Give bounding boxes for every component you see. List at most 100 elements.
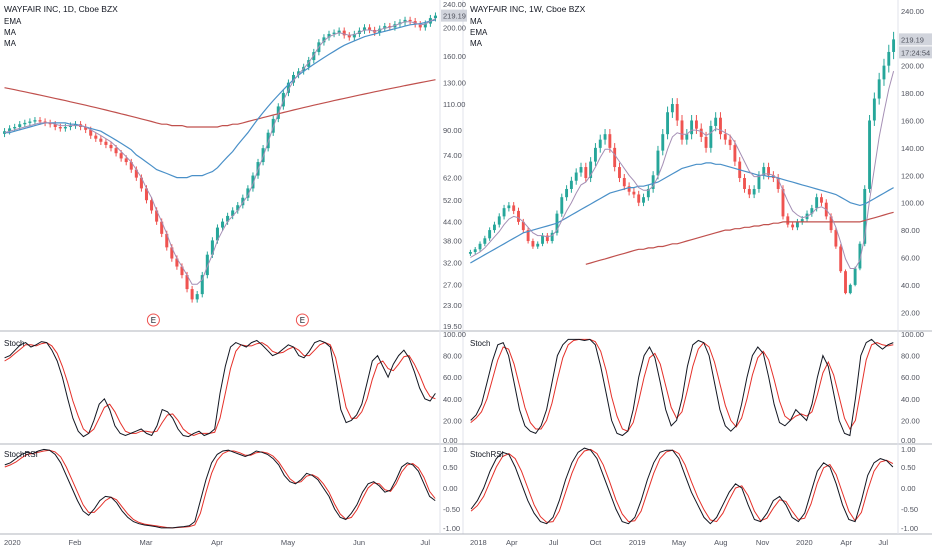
candle-body [656,150,660,176]
stoch-d-line [470,338,894,432]
candle-body [502,208,506,217]
candle-body [637,194,641,203]
candle-body [383,26,387,29]
candle-body [685,134,689,140]
time-tick-label: Feb [69,538,82,547]
time-tick-label: Oct [590,538,603,547]
candle-body [18,124,22,127]
stoch-tick-label: 40.00 [901,395,920,404]
candle-body [134,169,138,178]
candle-body [829,216,833,231]
candle-body [297,71,301,75]
time-tick-label: 2020 [4,538,21,547]
stoch-tick-label: 60.00 [443,373,462,382]
price-tick-label: 100.00 [901,199,924,208]
candle-body [810,208,814,214]
time-tick-label: Apr [840,538,852,547]
candle-body [109,144,113,149]
candle-body [781,188,785,217]
candle-body [231,210,235,216]
price-tick-label: 62.00 [443,174,462,183]
ema-line [470,70,895,269]
candle-body [651,175,655,189]
candle-body [8,128,12,132]
candle-body [215,227,219,241]
candle-body [757,175,761,189]
candle-body [613,147,617,168]
candle-body [646,188,650,198]
candle-body [286,82,290,93]
time-tick-label: Jun [353,538,365,547]
price-tick-label: 240.00 [443,0,466,9]
time-tick-label: May [281,538,295,547]
candle-body [872,98,876,121]
candle-body [786,216,790,225]
candle-body [569,180,573,189]
candle-body [723,134,727,140]
candle-body [767,167,771,176]
candle-body [661,134,665,151]
time-tick-label: 2019 [629,538,646,547]
price-tick-label: 74.00 [443,151,462,160]
candle-body [119,153,123,159]
candle-body [144,188,149,201]
price-tick-label: 200.00 [443,23,466,32]
candle-body [536,243,540,247]
candle-body [63,126,67,129]
candle-body [170,247,174,259]
candle-body [541,235,544,244]
candle-body [195,294,199,300]
candle-body [378,28,382,33]
earnings-marker-label: E [151,316,156,325]
time-tick-label: May [672,538,686,547]
candle-body [877,79,881,99]
candle-body [261,148,265,163]
stochrsi-tick-label: 0.50 [443,463,458,472]
candle-body [388,26,392,28]
candle-body [579,167,583,173]
candle-body [190,289,194,300]
candle-body [565,188,569,198]
candle-body [589,161,593,179]
stochrsi-tick-label: 0.00 [443,484,458,493]
time-tick-label: Aug [714,538,727,547]
stochrsi-tick-label: -0.50 [901,505,918,514]
stoch-tick-label: 0.00 [443,436,458,445]
candle-body [526,230,530,242]
candle-body [73,124,78,126]
candle-body [747,188,751,195]
price-tick-label: 200.00 [901,62,924,71]
candle-body [423,23,427,28]
candle-body [104,141,108,145]
time-tick-label: 2018 [470,538,487,547]
time-tick-label: Mar [140,538,153,547]
legend-entry: EMA [470,28,488,37]
candle-body [752,188,756,195]
candle-body [690,120,694,135]
candle-body [337,30,341,33]
candle-body [618,167,621,179]
last-price-label: 219.19 [443,12,466,21]
candle-body [236,205,240,211]
candle-body [473,249,477,253]
stochrsi-d-line [4,449,436,529]
price-tick-label: 38.00 [443,236,462,245]
stoch-k-line [470,338,894,437]
candle-body [488,230,492,239]
price-tick-label: 160.00 [443,52,466,61]
stoch-k-line [4,339,436,438]
candle-body [342,30,346,36]
candle-body [114,148,118,154]
stochrsi-label: StochRSI [4,450,38,459]
stoch-d-line [4,342,436,437]
candle-body [210,240,214,255]
candle-body [368,27,372,30]
candle-body [33,120,37,122]
candle-body [165,233,169,248]
candle-body [844,271,847,294]
candle-body [332,32,336,34]
candle-body [550,232,554,242]
last-price-label: 219.19 [901,35,924,44]
candle-body [733,145,737,162]
stochrsi-tick-label: 1.00 [901,445,916,454]
